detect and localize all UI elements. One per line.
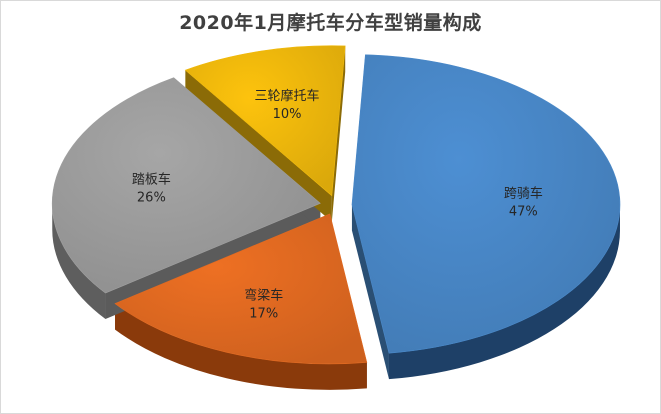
slice-3-percent-label: 10%	[273, 107, 302, 122]
slice-1-category-label: 弯梁车	[244, 287, 283, 303]
pie-tops	[51, 45, 621, 365]
pie-labels: 跨骑车 47% 弯梁车 17% 踏板车 26% 三轮摩托车 10%	[132, 88, 543, 321]
slice-3-cut-face-1	[331, 45, 346, 222]
slice-3-category-label: 三轮摩托车	[255, 88, 320, 104]
slice-0-category-label: 跨骑车	[504, 185, 543, 201]
slice-0-outer-wall	[388, 204, 620, 380]
slice-2-percent-label: 26%	[137, 191, 166, 206]
slice-3-top	[184, 45, 346, 197]
slice-2-top	[51, 77, 321, 294]
slice-0-percent-label: 47%	[509, 204, 538, 219]
slice-1-top	[114, 213, 368, 365]
chart-title: 2020年1月摩托车分车型销量构成	[179, 12, 482, 34]
slice-1-outer-wall	[115, 303, 367, 390]
slice-2-outer-wall	[52, 203, 106, 320]
slice-0-cut-face-1	[351, 204, 389, 380]
slice-2-category-label: 踏板车	[132, 172, 171, 188]
slice-1-percent-label: 17%	[249, 306, 278, 321]
slice-0-top	[351, 54, 621, 354]
